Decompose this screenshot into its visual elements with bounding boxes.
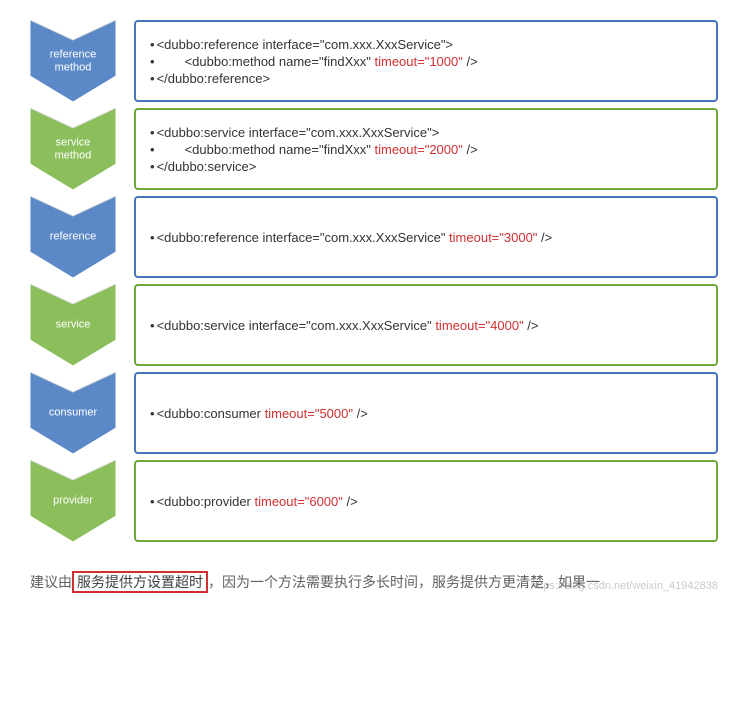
config-box: •<dubbo:reference interface="com.xxx.Xxx…	[134, 196, 718, 278]
chevron-label: reference	[39, 231, 108, 244]
config-box: •<dubbo:service interface="com.xxx.XxxSe…	[134, 284, 718, 366]
chevron-label: service	[39, 319, 108, 332]
config-line: •</dubbo:service>	[150, 159, 702, 174]
chevron-label: service method	[39, 136, 108, 161]
config-box: •<dubbo:service interface="com.xxx.XxxSe…	[134, 108, 718, 190]
chevron-icon: service	[30, 284, 116, 366]
bottom-highlight: 服务提供方设置超时	[72, 571, 208, 593]
config-box: •<dubbo:consumer timeout="5000" />	[134, 372, 718, 454]
config-line: •<dubbo:service interface="com.xxx.XxxSe…	[150, 125, 702, 140]
bottom-note: 建议由服务提供方设置超时，因为一个方法需要执行多长时间，服务提供方更清楚，如果一…	[30, 572, 718, 592]
flow-item-4: consumer •<dubbo:consumer timeout="5000" …	[30, 372, 718, 454]
config-line: •<dubbo:provider timeout="6000" />	[150, 494, 702, 509]
chevron-label: reference method	[39, 48, 108, 73]
chevron-icon: consumer	[30, 372, 116, 454]
chevron-label: consumer	[39, 407, 108, 420]
watermark: https://blog.csdn.net/weixin_41942838	[531, 580, 718, 592]
config-line: •<dubbo:method name="findXxx" timeout="2…	[150, 142, 702, 157]
config-line: •<dubbo:service interface="com.xxx.XxxSe…	[150, 318, 702, 333]
config-box: •<dubbo:provider timeout="6000" />	[134, 460, 718, 542]
chevron-icon: reference method	[30, 20, 116, 102]
chevron-icon: service method	[30, 108, 116, 190]
flow-item-1: service method •<dubbo:service interface=…	[30, 108, 718, 190]
config-line: •<dubbo:reference interface="com.xxx.Xxx…	[150, 230, 702, 245]
config-box: •<dubbo:reference interface="com.xxx.Xxx…	[134, 20, 718, 102]
config-line: •<dubbo:consumer timeout="5000" />	[150, 406, 702, 421]
bottom-prefix: 建议由	[30, 574, 72, 590]
chevron-label: provider	[39, 495, 108, 508]
chevron-icon: reference	[30, 196, 116, 278]
config-line: •<dubbo:reference interface="com.xxx.Xxx…	[150, 37, 702, 52]
flow-item-0: reference method •<dubbo:reference interf…	[30, 20, 718, 102]
chevron-icon: provider	[30, 460, 116, 542]
flow-item-3: service •<dubbo:service interface="com.xx…	[30, 284, 718, 366]
flow-item-2: reference •<dubbo:reference interface="co…	[30, 196, 718, 278]
flow-container: reference method •<dubbo:reference interf…	[30, 20, 718, 542]
config-line: •</dubbo:reference>	[150, 71, 702, 86]
config-line: •<dubbo:method name="findXxx" timeout="1…	[150, 54, 702, 69]
flow-item-5: provider •<dubbo:provider timeout="6000" …	[30, 460, 718, 542]
